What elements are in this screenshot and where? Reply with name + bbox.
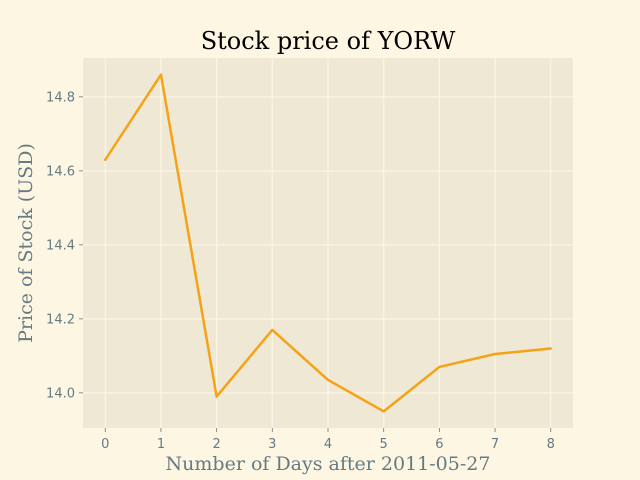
y-tick-label: 14.4 xyxy=(46,238,75,253)
x-tick-label: 8 xyxy=(547,437,555,452)
chart-title: Stock price of YORW xyxy=(201,27,456,55)
x-tick-label: 4 xyxy=(324,437,332,452)
x-tick-label: 7 xyxy=(491,437,499,452)
y-tick-label: 14.0 xyxy=(46,386,75,401)
axis-ticks: 0 1 2 3 4 5 6 7 8 14.0 14.2 14.4 14.6 14.8 xyxy=(46,90,555,452)
series-layer xyxy=(104,73,552,413)
x-tick-label: 0 xyxy=(101,437,109,452)
x-tick-label: 6 xyxy=(435,437,443,452)
x-tick-label: 3 xyxy=(268,437,276,452)
x-tick-label: 2 xyxy=(212,437,220,452)
y-tick-label: 14.2 xyxy=(46,312,75,327)
x-tick-label: 5 xyxy=(380,437,388,452)
y-tick-label: 14.6 xyxy=(46,164,75,179)
x-tick-label: 1 xyxy=(157,437,165,452)
series-line xyxy=(104,73,552,413)
y-tick-label: 14.8 xyxy=(46,90,75,105)
gridlines xyxy=(83,58,573,428)
x-axis-label: Number of Days after 2011-05-27 xyxy=(166,453,491,475)
y-axis-label: Price of Stock (USD) xyxy=(15,143,37,343)
